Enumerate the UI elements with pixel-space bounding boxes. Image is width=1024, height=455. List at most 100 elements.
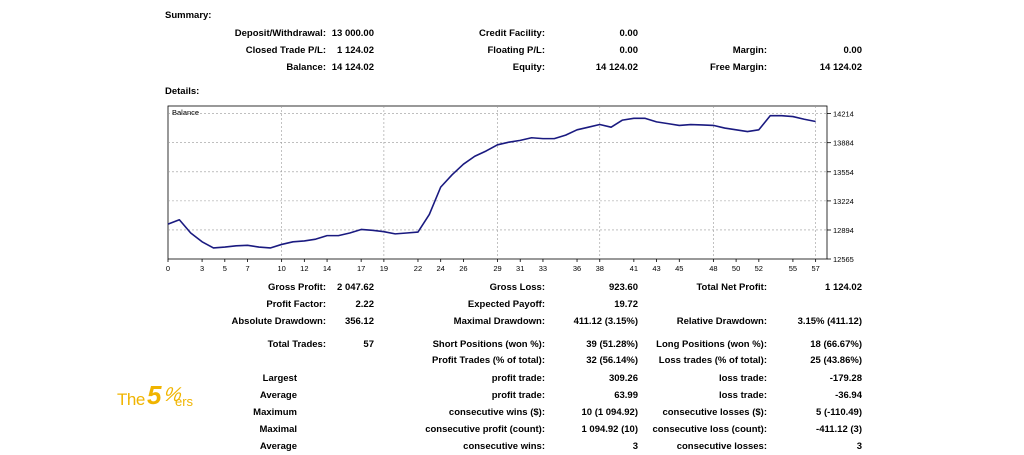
maximum-label: Maximum [253,407,297,418]
maximal-loss-label: consecutive loss (count): [652,424,767,435]
loss-trades-value: 25 (43.86%) [810,355,862,366]
x-tick-label: 45 [675,264,683,273]
x-tick-label: 10 [277,264,285,273]
gross-profit-label: Gross Profit: [267,282,326,293]
avg-losses-label: consecutive losses: [676,441,767,452]
x-tick-label: 0 [166,264,170,273]
balance-chart: 12565 12894 13224 13554 13884 14214 0 3 5 7 10 12 14… [165,103,865,273]
largest-loss-value: -179.28 [829,373,862,384]
x-tick-label: 52 [755,264,763,273]
margin-label: Margin: [732,45,767,56]
equity-label: Equity: [512,62,545,73]
gross-profit-value: 2 047.62 [337,282,374,293]
y-tick-label: 12565 [833,255,854,264]
balance-label: Balance: [286,62,326,73]
profit-factor-value: 2.22 [355,299,375,310]
profit-trades-value: 32 (56.14%) [586,355,638,366]
chart-title: Balance [172,108,199,117]
y-tick-label: 13224 [833,197,854,206]
x-tick-label: 14 [323,264,331,273]
max-losses-label: consecutive losses ($): [662,407,767,418]
y-tick-label: 12894 [833,226,854,235]
x-tick-label: 43 [652,264,660,273]
max-losses-value: 5 (-110.49) [816,407,862,418]
x-tick-label: 24 [437,264,445,273]
x-tick-label: 29 [493,264,501,273]
x-tick-label: 33 [539,264,547,273]
maximal-label: Maximal [259,424,298,435]
x-tick-label: 41 [630,264,638,273]
x-tick-label: 38 [596,264,604,273]
equity-value: 14 124.02 [595,62,638,73]
avg-loss-value: -36.94 [835,390,862,401]
free-margin-label: Free Margin: [709,62,767,73]
maximal-profit-label: consecutive profit (count): [425,424,545,435]
y-tick-label: 13554 [833,168,854,177]
logo-text-five: 5 [147,380,162,410]
maximal-profit-value: 1 094.92 (10) [581,424,638,435]
expected-payoff-label: Expected Payoff: [467,299,545,310]
maximal-loss-value: -411.12 (3) [816,424,862,435]
credit-label: Credit Facility: [479,28,545,39]
details-heading: Details: [165,86,200,97]
long-positions-value: 18 (66.67%) [810,339,862,350]
x-tick-label: 7 [245,264,249,273]
avg-profit-value: 63.99 [614,390,638,401]
total-net-label: Total Net Profit: [696,282,767,293]
deposit-value: 13 000.00 [331,28,374,39]
avg-loss-label: loss trade: [718,390,767,401]
avg-wins-label: consecutive wins: [463,441,545,452]
margin-value: 0.00 [843,45,863,56]
abs-drawdown-label: Absolute Drawdown: [231,316,326,327]
long-positions-label: Long Positions (won %): [656,339,767,350]
largest-profit-value: 309.26 [608,373,638,384]
short-positions-label: Short Positions (won %): [432,339,545,350]
average2-label: Average [259,441,297,452]
x-tick-label: 57 [811,264,819,273]
floating-label: Floating P/L: [487,45,545,56]
x-tick-label: 48 [709,264,717,273]
short-positions-value: 39 (51.28%) [586,339,638,350]
rel-drawdown-label: Relative Drawdown: [676,316,767,327]
closed-pl-label: Closed Trade P/L: [245,45,326,56]
y-tick-label: 13884 [833,139,854,148]
avg-losses-value: 3 [856,441,862,452]
x-tick-label: 36 [573,264,581,273]
closed-pl-value: 1 124.02 [337,45,374,56]
x-tick-label: 3 [200,264,204,273]
x-tick-label: 50 [732,264,740,273]
gross-loss-label: Gross Loss: [489,282,545,293]
x-tick-label: 31 [516,264,524,273]
x-tick-label: 22 [414,264,422,273]
expected-payoff-value: 19.72 [614,299,638,310]
max-wins-label: consecutive wins ($): [448,407,545,418]
x-tick-label: 55 [789,264,797,273]
largest-label: Largest [262,373,297,384]
free-margin-value: 14 124.02 [819,62,862,73]
abs-drawdown-value: 356.12 [344,316,374,327]
logo-text-the: The [117,390,145,409]
gross-loss-value: 923.60 [608,282,638,293]
total-trades-value: 57 [363,339,374,350]
profit-trades-label: Profit Trades (% of total): [432,355,545,366]
profit-factor-label: Profit Factor: [266,299,326,310]
balance-line [167,114,816,249]
x-tick-label: 19 [380,264,388,273]
total-net-value: 1 124.02 [825,282,862,293]
rel-drawdown-value: 3.15% (411.12) [797,316,862,327]
max-wins-value: 10 (1 094.92) [581,407,638,418]
summary-heading: Summary: [165,10,212,21]
balance-value: 14 124.02 [331,62,374,73]
largest-loss-label: loss trade: [718,373,767,384]
x-tick-label: 26 [459,264,467,273]
logo-text-ers: ers [175,394,194,409]
avg-profit-label: profit trade: [491,390,545,401]
average-label: Average [259,390,297,401]
max-drawdown-value: 411.12 (3.15%) [573,316,638,327]
y-tick-label: 14214 [833,110,854,119]
credit-value: 0.00 [619,28,639,39]
loss-trades-label: Loss trades (% of total): [658,355,767,366]
x-tick-label: 5 [223,264,227,273]
avg-wins-value: 3 [632,441,638,452]
